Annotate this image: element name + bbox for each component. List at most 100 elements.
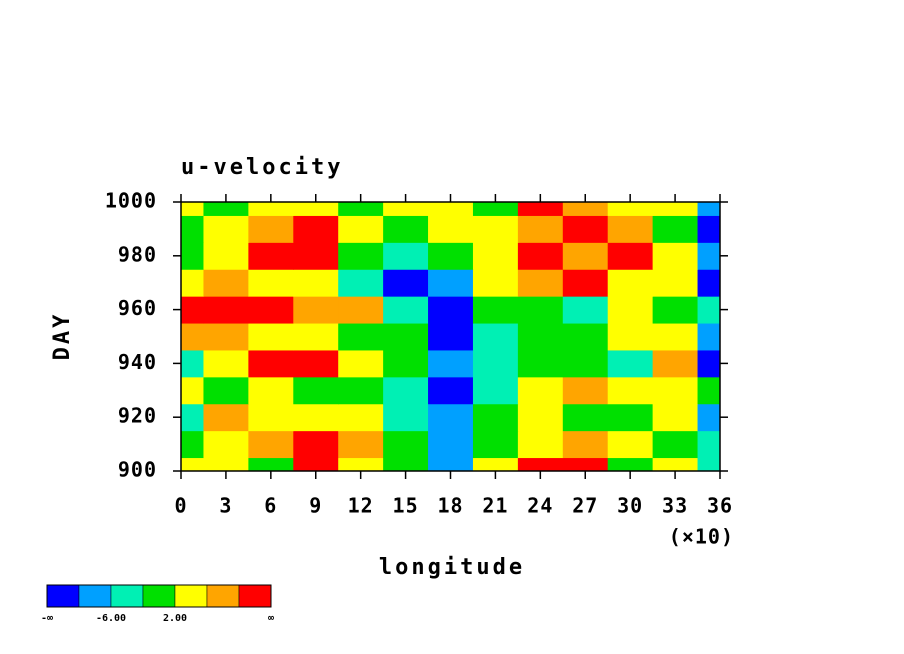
field-cell	[652, 457, 699, 471]
field-cell	[293, 403, 339, 432]
field-cell	[428, 457, 474, 471]
field-cell	[203, 457, 249, 471]
field-cell	[607, 202, 654, 216]
field-cell	[472, 349, 519, 378]
field-cell	[383, 430, 429, 459]
field-cell	[181, 269, 204, 297]
field-cell	[652, 349, 699, 378]
field-cell	[472, 323, 519, 351]
field-cell	[652, 269, 699, 297]
field-cell	[383, 202, 429, 216]
field-cell	[338, 349, 384, 378]
field-cell	[338, 376, 384, 405]
x-tick-label: 6	[264, 494, 277, 518]
field-cell	[203, 215, 249, 243]
field-cell	[293, 376, 339, 405]
colorbar-box	[142, 584, 176, 608]
field-cell	[517, 403, 564, 432]
field-cell	[181, 202, 204, 216]
field-cell	[428, 202, 474, 216]
field-cell	[607, 269, 654, 297]
colorbar-box	[46, 584, 80, 608]
x-tick-label: 27	[572, 494, 598, 518]
field-cell	[293, 269, 339, 297]
field-cell	[428, 296, 474, 324]
field-cell	[181, 349, 204, 378]
colorbar-label: -6.00	[96, 613, 126, 624]
field-cell	[607, 457, 654, 471]
colorbar-label: -∞	[41, 613, 53, 624]
x-tick-label: 21	[482, 494, 508, 518]
field-cell	[652, 403, 699, 432]
field-cell	[652, 323, 699, 351]
field-cell	[338, 296, 384, 324]
field-cell	[383, 323, 429, 351]
field-cell	[697, 376, 720, 405]
x-tick-label: 12	[348, 494, 374, 518]
field-cell	[181, 457, 204, 471]
field-cell	[517, 269, 564, 297]
colorbar-box	[238, 584, 272, 608]
colorbar-box	[110, 584, 144, 608]
field-cell	[607, 403, 654, 432]
field-cell	[472, 403, 519, 432]
colorbar-box	[174, 584, 208, 608]
field-cell	[517, 242, 564, 270]
field-cell	[293, 215, 339, 243]
field-cell	[472, 269, 519, 297]
x-tick-label: 36	[707, 494, 733, 518]
field-cell	[181, 296, 204, 324]
field-cell	[181, 376, 204, 405]
field-cell	[338, 202, 384, 216]
field-cell	[203, 403, 249, 432]
field-cell	[472, 215, 519, 243]
field-cell	[697, 242, 720, 270]
field-cell	[517, 349, 564, 378]
field-cell	[293, 349, 339, 378]
chart-title: u-velocity	[181, 155, 343, 180]
field-cell	[697, 349, 720, 378]
field-cell	[383, 296, 429, 324]
y-tick-label: 1000	[105, 189, 157, 213]
field	[181, 202, 720, 471]
field-cell	[203, 296, 249, 324]
field-cell	[383, 403, 429, 432]
field-cell	[517, 202, 564, 216]
field-cell	[652, 202, 699, 216]
field-cell	[428, 215, 474, 243]
field-cell	[607, 242, 654, 270]
x-tick-label: 15	[393, 494, 419, 518]
field-cell	[607, 215, 654, 243]
field-cell	[562, 349, 609, 378]
field-cell	[562, 242, 609, 270]
field-cell	[248, 457, 294, 471]
field-cell	[203, 242, 249, 270]
field-cell	[203, 430, 249, 459]
field-cell	[428, 376, 474, 405]
field-cell	[293, 430, 339, 459]
field-cell	[472, 457, 519, 471]
field-cell	[248, 430, 294, 459]
y-tick-label: 900	[118, 458, 157, 482]
field-cell	[428, 349, 474, 378]
x-tick-label: 30	[617, 494, 643, 518]
field-cell	[338, 269, 384, 297]
x-multiplier: (×10)	[669, 525, 734, 549]
field-cell	[383, 269, 429, 297]
field-cell	[562, 376, 609, 405]
field-cell	[428, 269, 474, 297]
field-cell	[652, 215, 699, 243]
y-tick-label: 980	[118, 242, 157, 266]
x-tick-label: 33	[662, 494, 688, 518]
field-cell	[383, 349, 429, 378]
field-cell	[472, 376, 519, 405]
field-cell	[428, 323, 474, 351]
colorbar-frame	[46, 584, 272, 608]
field-cell	[293, 202, 339, 216]
field-cell	[338, 403, 384, 432]
field-cell	[428, 403, 474, 432]
field-cell	[383, 242, 429, 270]
field-cell	[383, 215, 429, 243]
x-tick-label: 18	[437, 494, 463, 518]
